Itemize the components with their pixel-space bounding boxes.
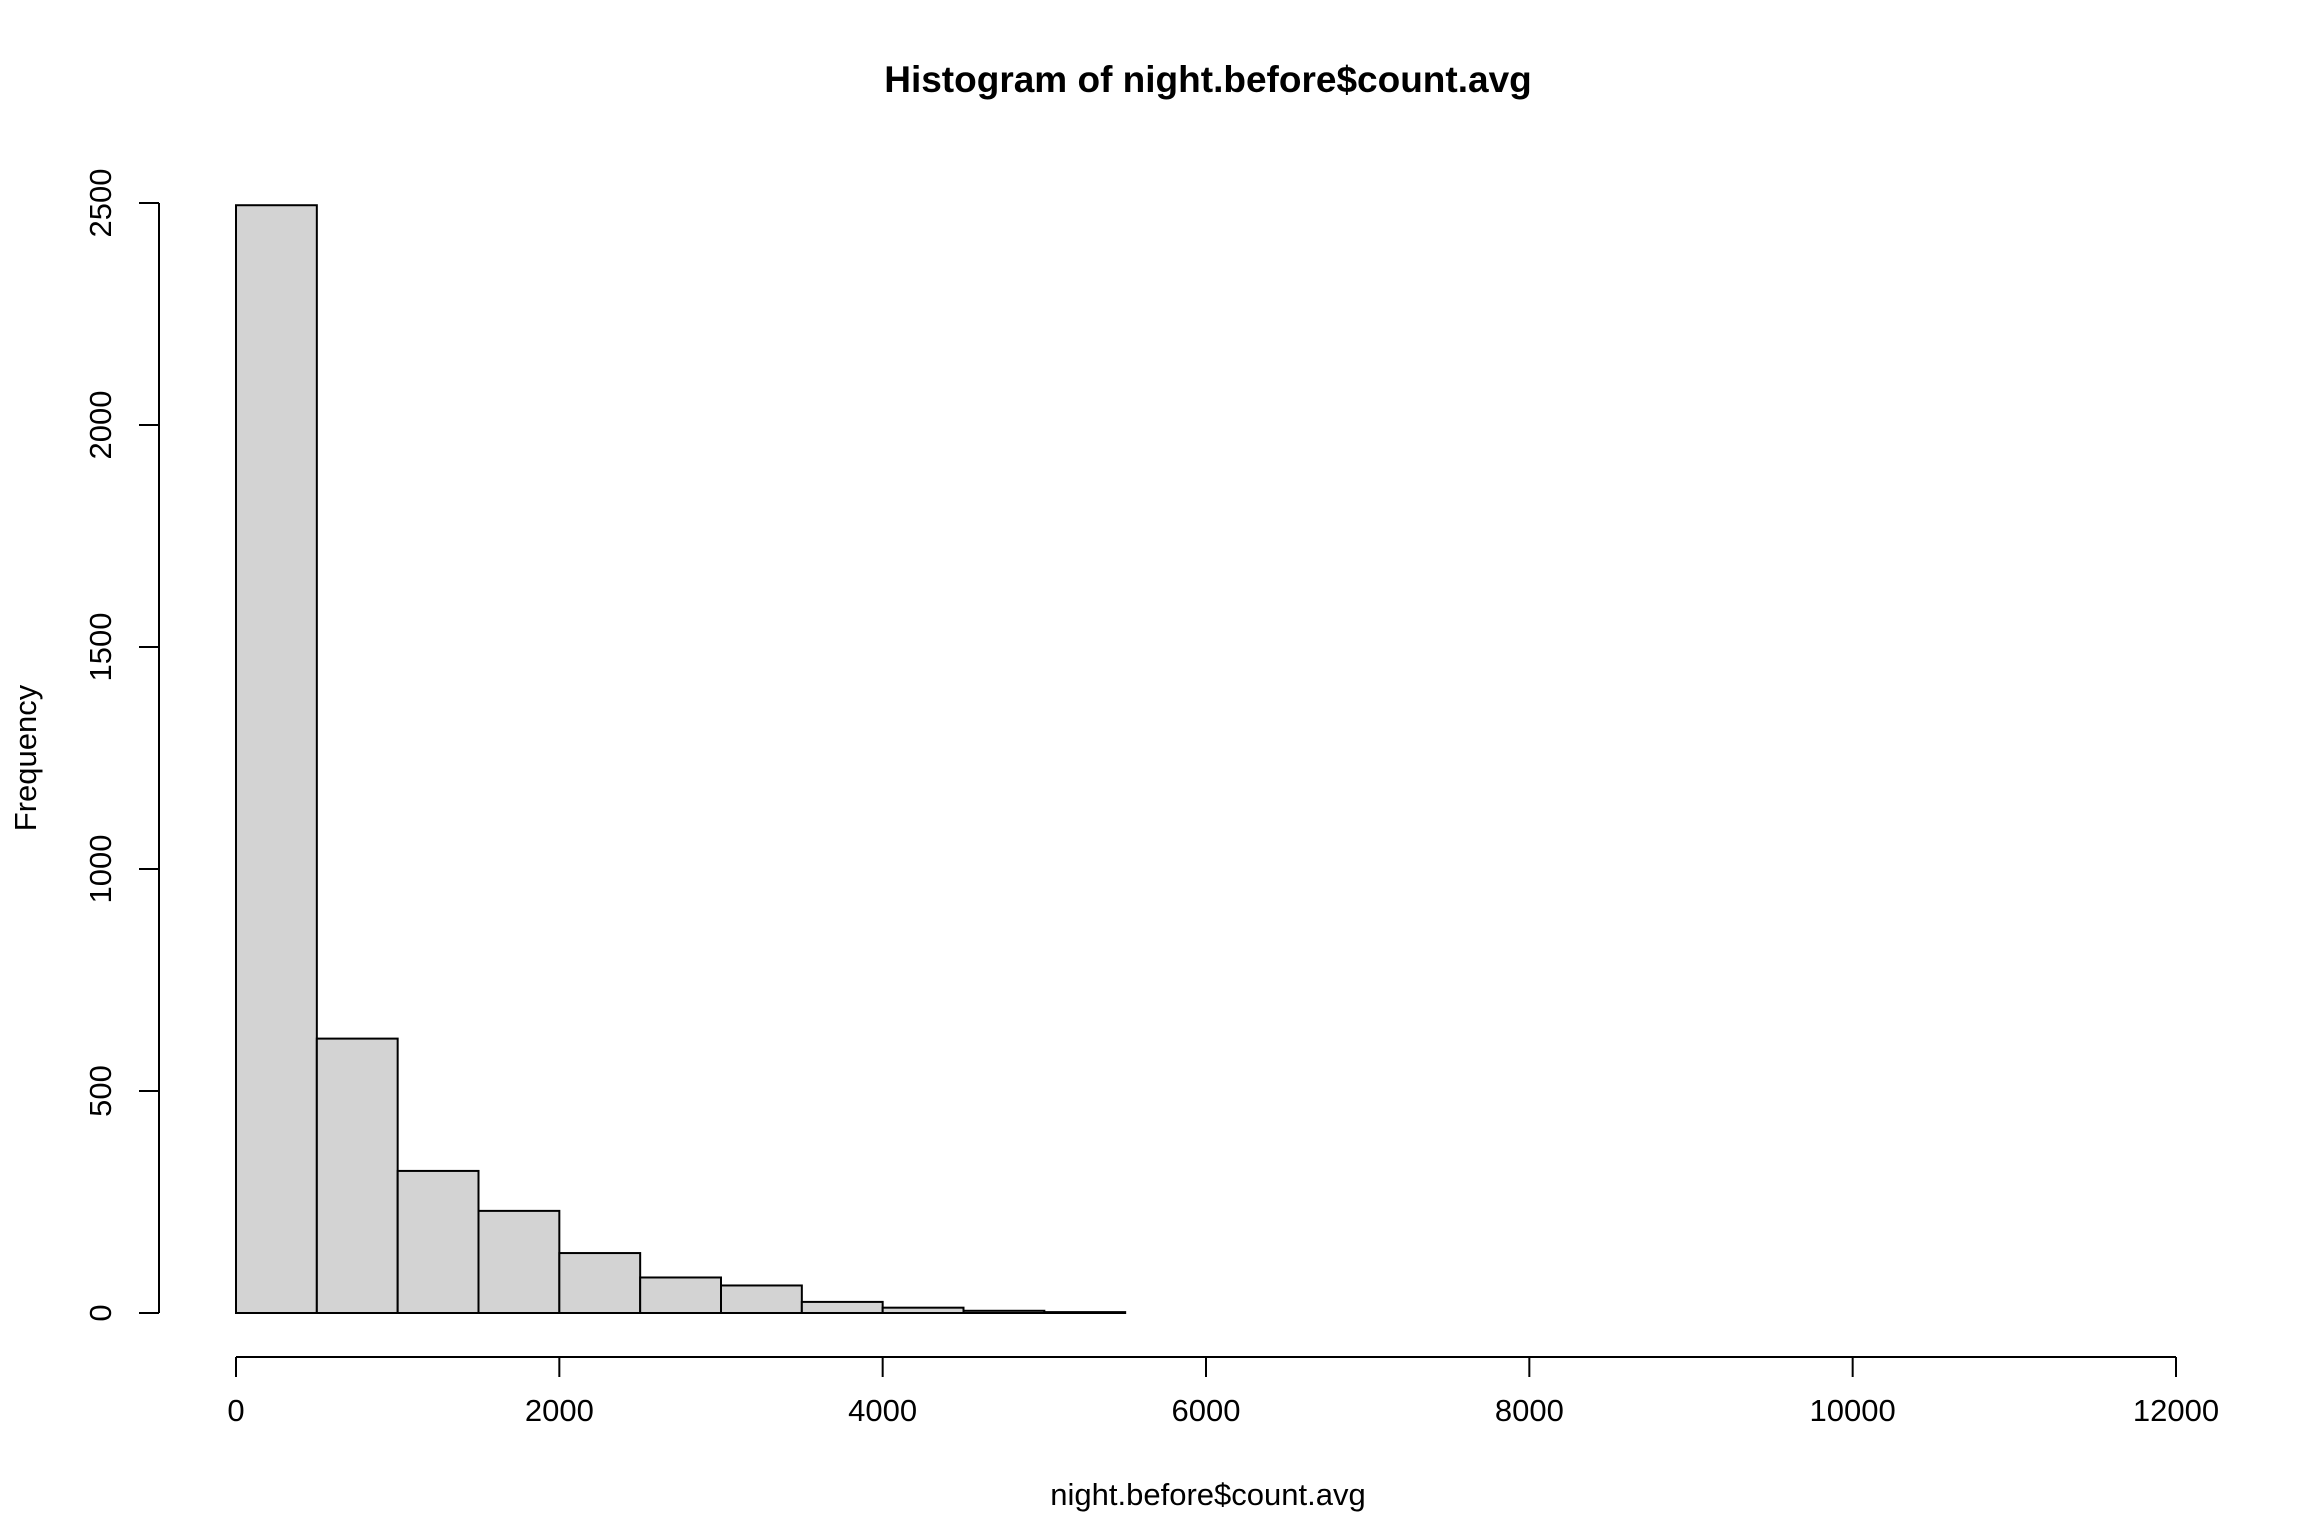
x-tick-label: 12000 <box>2133 1393 2219 1428</box>
bars <box>235 204 1127 1315</box>
histogram-bar-10 <box>1043 1311 1127 1315</box>
histogram-bar-8 <box>881 1306 965 1314</box>
x-tick-label: 0 <box>227 1393 244 1428</box>
y-tick-label: 500 <box>83 1065 118 1117</box>
x-axis: 0 2000 4000 6000 8000 10000 12000 <box>227 1356 2219 1428</box>
histogram-bar-1 <box>315 1037 399 1315</box>
histogram-bar-5 <box>639 1276 723 1314</box>
x-tick-label: 10000 <box>1810 1393 1896 1428</box>
y-axis-title: Frequency <box>8 684 43 831</box>
histogram-bar-4 <box>558 1252 642 1315</box>
y-tick-label: 1500 <box>83 613 118 682</box>
y-tick-label: 2500 <box>83 169 118 238</box>
chart-title: Histogram of night.before$count.avg <box>884 59 1532 100</box>
x-tick-label: 2000 <box>525 1393 594 1428</box>
y-tick-label: 1000 <box>83 835 118 904</box>
x-tick-label: 8000 <box>1495 1393 1564 1428</box>
y-tick-label: 0 <box>83 1304 118 1321</box>
histogram-bar-2 <box>396 1169 480 1315</box>
x-axis-title: night.before$count.avg <box>1050 1477 1365 1512</box>
histogram-bar-7 <box>800 1300 884 1315</box>
histogram-bar-3 <box>477 1209 561 1315</box>
y-axis: 0 500 1000 1500 2000 2500 <box>83 169 160 1322</box>
y-tick-label: 2000 <box>83 391 118 460</box>
histogram-bar-0 <box>235 204 318 1315</box>
histogram-bar-6 <box>720 1284 803 1315</box>
histogram-bar-9 <box>962 1309 1046 1315</box>
x-tick-label: 4000 <box>848 1393 917 1428</box>
x-tick-label: 6000 <box>1172 1393 1241 1428</box>
